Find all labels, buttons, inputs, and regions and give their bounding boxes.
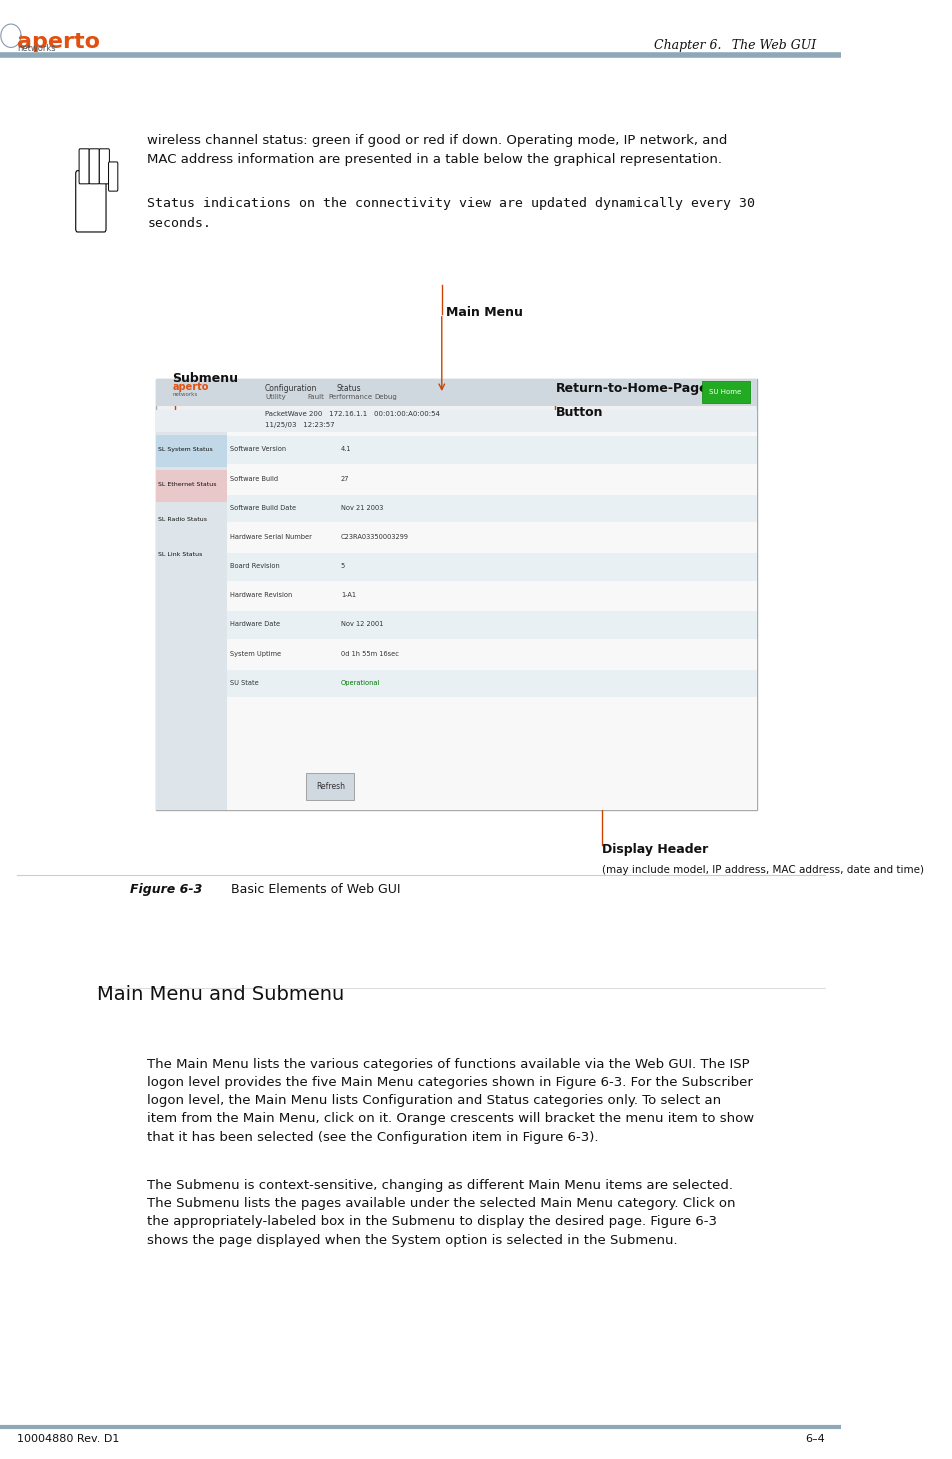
Bar <box>227 432 757 810</box>
Bar <box>155 470 227 502</box>
Text: that it has been selected (see the Configuration item in Figure 6-3).: that it has been selected (see the Confi… <box>148 1131 598 1144</box>
FancyBboxPatch shape <box>701 381 749 403</box>
Text: Main Menu: Main Menu <box>446 306 523 320</box>
Bar <box>227 582 757 610</box>
Text: Nov 12 2001: Nov 12 2001 <box>341 622 383 627</box>
Text: item from the Main Menu, click on it. Orange crescents will bracket the menu ite: item from the Main Menu, click on it. Or… <box>148 1112 754 1125</box>
Text: Configuration: Configuration <box>265 384 317 392</box>
Text: SL System Status: SL System Status <box>158 446 212 452</box>
Text: wireless channel status: green if good or red if down. Operating mode, IP networ: wireless channel status: green if good o… <box>148 134 727 147</box>
Text: Nov 21 2003: Nov 21 2003 <box>341 505 383 511</box>
Bar <box>155 410 757 432</box>
Text: Software Build: Software Build <box>229 476 278 481</box>
FancyBboxPatch shape <box>99 149 109 184</box>
Text: Status: Status <box>336 384 361 392</box>
Text: logon level, the Main Menu lists Configuration and Status categories only. To se: logon level, the Main Menu lists Configu… <box>148 1094 721 1107</box>
Text: Performance: Performance <box>327 394 372 400</box>
Text: Figure 6-3: Figure 6-3 <box>130 883 203 896</box>
Text: MAC address information are presented in a table below the graphical representat: MAC address information are presented in… <box>148 153 722 166</box>
Text: SL Link Status: SL Link Status <box>158 552 203 557</box>
Bar <box>227 495 757 522</box>
Text: SU Home: SU Home <box>708 390 741 395</box>
Text: The Submenu is context-sensitive, changing as different Main Menu items are sele: The Submenu is context-sensitive, changi… <box>148 1179 732 1192</box>
Text: 4.1: 4.1 <box>341 446 351 452</box>
Text: 5: 5 <box>341 563 345 569</box>
Bar <box>227 436 757 464</box>
Bar <box>227 465 757 493</box>
Text: Hardware Serial Number: Hardware Serial Number <box>229 534 311 540</box>
Text: logon level provides the five Main Menu categories shown in Figure 6-3. For the : logon level provides the five Main Menu … <box>148 1077 752 1088</box>
Text: 0d 1h 55m 16sec: 0d 1h 55m 16sec <box>341 651 398 657</box>
Text: Hardware Date: Hardware Date <box>229 622 280 627</box>
Text: SL Radio Status: SL Radio Status <box>158 516 207 522</box>
Text: Chapter 6.  The Web GUI: Chapter 6. The Web GUI <box>653 39 816 53</box>
Text: C23RA03350003299: C23RA03350003299 <box>341 534 408 540</box>
Text: PacketWave 200   172.16.1.1   00:01:00:A0:00:54: PacketWave 200 172.16.1.1 00:01:00:A0:00… <box>265 411 440 417</box>
Text: aperto: aperto <box>17 32 100 53</box>
Text: seconds.: seconds. <box>148 217 211 231</box>
Text: 1-A1: 1-A1 <box>341 592 355 598</box>
Bar <box>227 524 757 552</box>
Text: Operational: Operational <box>341 680 380 686</box>
FancyBboxPatch shape <box>79 149 89 184</box>
Bar <box>227 641 757 668</box>
Text: Fault: Fault <box>307 394 324 400</box>
Bar <box>227 611 757 639</box>
Text: The Main Menu lists the various categories of functions available via the Web GU: The Main Menu lists the various categori… <box>148 1058 749 1071</box>
Text: SU State: SU State <box>229 680 258 686</box>
Text: 10004880 Rev. D1: 10004880 Rev. D1 <box>17 1434 119 1444</box>
Text: System Uptime: System Uptime <box>229 651 281 657</box>
Text: Debug: Debug <box>374 394 397 400</box>
Text: 11/25/03   12:23:57: 11/25/03 12:23:57 <box>265 422 334 427</box>
Text: Button: Button <box>555 406 603 419</box>
FancyBboxPatch shape <box>109 162 118 191</box>
Text: The Submenu lists the pages available under the selected Main Menu category. Cli: The Submenu lists the pages available un… <box>148 1196 735 1210</box>
Text: Software Build Date: Software Build Date <box>229 505 295 511</box>
Text: Display Header: Display Header <box>601 843 707 856</box>
Text: Return-to-Home-Page: Return-to-Home-Page <box>555 382 707 395</box>
Bar <box>155 540 227 572</box>
Text: shows the page displayed when the System option is selected in the Submenu.: shows the page displayed when the System… <box>148 1234 677 1246</box>
FancyBboxPatch shape <box>89 149 99 184</box>
Text: Software Version: Software Version <box>229 446 286 452</box>
Text: 6–4: 6–4 <box>804 1434 823 1444</box>
Text: the appropriately-labeled box in the Submenu to display the desired page. Figure: the appropriately-labeled box in the Sub… <box>148 1215 717 1228</box>
FancyBboxPatch shape <box>155 379 757 810</box>
FancyBboxPatch shape <box>306 773 354 800</box>
Bar <box>227 553 757 581</box>
Bar <box>155 379 757 406</box>
Text: Submenu: Submenu <box>172 372 238 385</box>
Text: Main Menu and Submenu: Main Menu and Submenu <box>97 985 344 1004</box>
FancyBboxPatch shape <box>75 171 106 232</box>
Text: Basic Elements of Web GUI: Basic Elements of Web GUI <box>231 883 401 896</box>
Bar <box>155 435 227 467</box>
Text: networks: networks <box>172 392 198 397</box>
Text: SU System Status: SU System Status <box>229 441 313 449</box>
Text: Status indications on the connectivity view are updated dynamically every 30: Status indications on the connectivity v… <box>148 197 755 210</box>
Text: 27: 27 <box>341 476 349 481</box>
Text: SL Ethernet Status: SL Ethernet Status <box>158 481 216 487</box>
Text: Hardware Revision: Hardware Revision <box>229 592 291 598</box>
Text: networks: networks <box>17 44 55 53</box>
Text: Board Revision: Board Revision <box>229 563 279 569</box>
Bar <box>155 505 227 537</box>
Bar <box>155 432 227 810</box>
Text: Refresh: Refresh <box>316 782 345 791</box>
Text: aperto: aperto <box>172 382 208 392</box>
Text: (may include model, IP address, MAC address, date and time): (may include model, IP address, MAC addr… <box>601 865 922 875</box>
Text: Utility: Utility <box>265 394 286 400</box>
Bar <box>227 670 757 697</box>
